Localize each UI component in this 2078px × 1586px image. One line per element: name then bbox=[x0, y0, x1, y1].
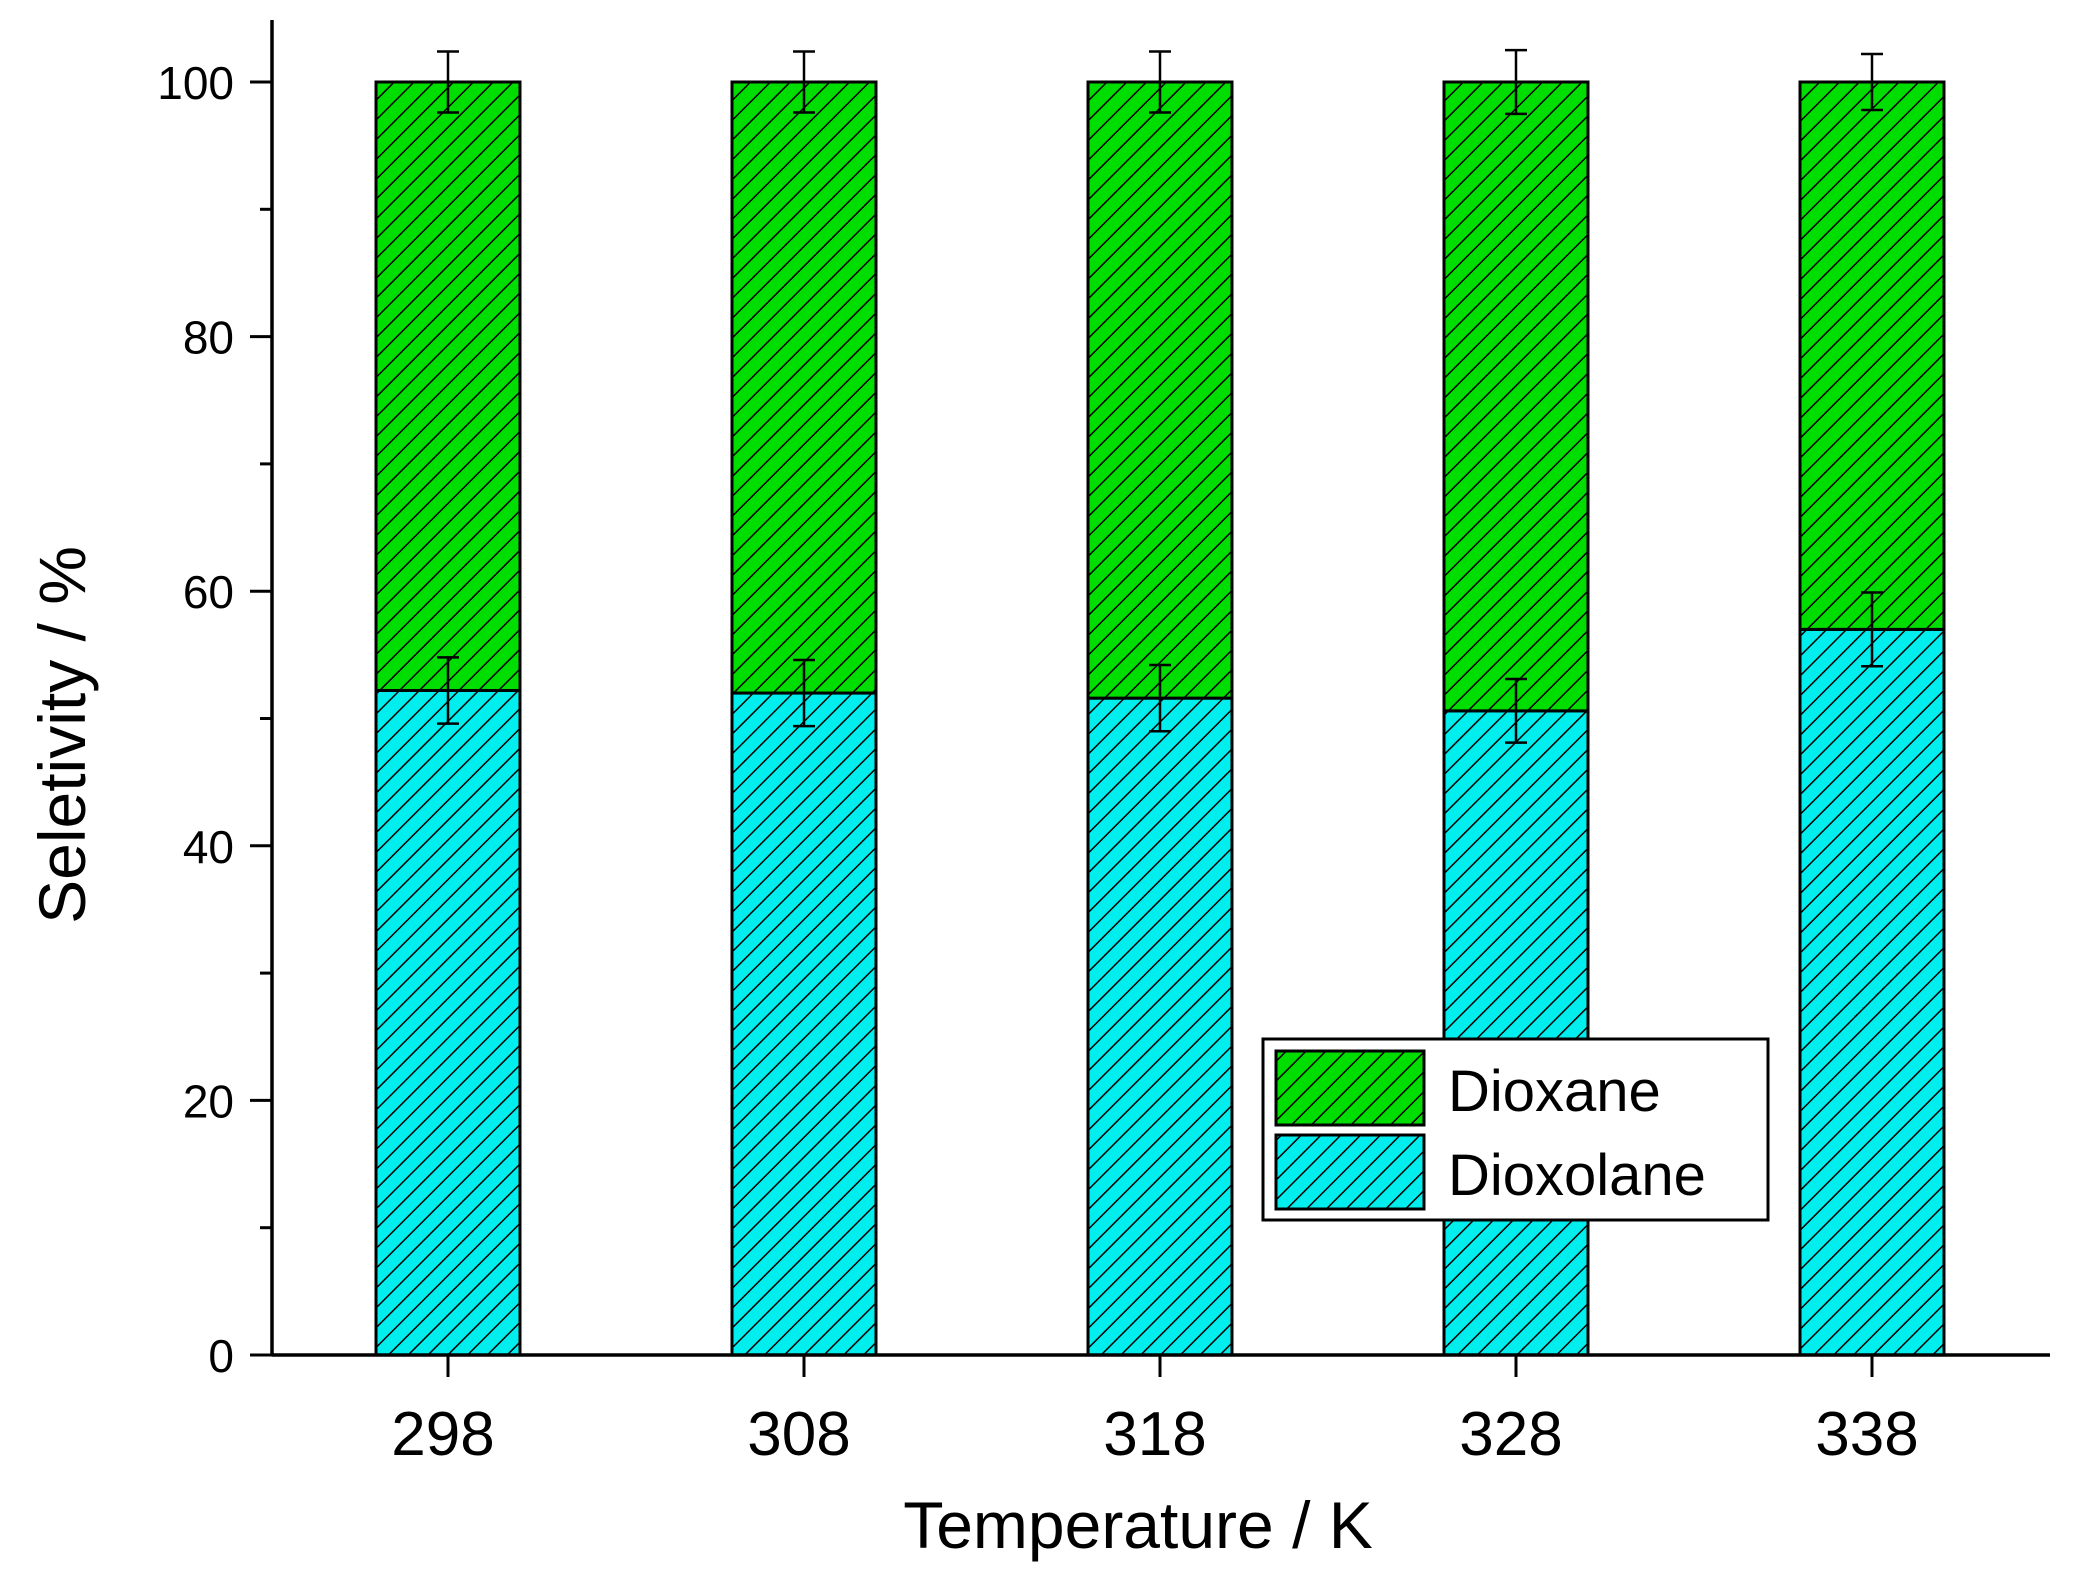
error-bars-layer bbox=[437, 48, 1883, 744]
error-bar-dioxolane-298 bbox=[437, 656, 459, 725]
error-bar-dioxane-298 bbox=[437, 50, 459, 114]
bar-dioxane-308 bbox=[730, 80, 878, 695]
bars-layer bbox=[374, 80, 1946, 1357]
y-tick-label-60: 60 bbox=[183, 566, 234, 618]
bar-dioxolane-338 bbox=[1798, 627, 1946, 1357]
y-tick-label-0: 0 bbox=[208, 1330, 234, 1382]
legend-swatch-dioxane bbox=[1274, 1049, 1426, 1127]
bar-dioxolane-298 bbox=[374, 688, 522, 1357]
legend-label-dioxolane: Dioxolane bbox=[1448, 1143, 1706, 1208]
bar-dioxane-338 bbox=[1798, 80, 1946, 631]
error-bar-dioxolane-318 bbox=[1149, 663, 1171, 733]
bar-dioxane-328 bbox=[1442, 80, 1590, 713]
y-tick-label-40: 40 bbox=[183, 821, 234, 873]
error-bar-dioxane-308 bbox=[793, 50, 815, 114]
axes-layer: 298 308 318 328 338 0 20 40 60 80 100 bbox=[157, 20, 2050, 1469]
bar-dioxolane-328 bbox=[1442, 709, 1590, 1357]
x-tick-label-318: 318 bbox=[1103, 1400, 1206, 1469]
error-bar-dioxane-338 bbox=[1861, 52, 1883, 112]
error-bar-dioxane-328 bbox=[1505, 48, 1527, 116]
x-tick-label-298: 298 bbox=[391, 1400, 494, 1469]
legend-swatch-dioxolane bbox=[1274, 1133, 1426, 1211]
y-tick-label-20: 20 bbox=[183, 1075, 234, 1127]
legend: Dioxane Dioxolane bbox=[1261, 1037, 1770, 1222]
legend-label-dioxane: Dioxane bbox=[1448, 1059, 1661, 1124]
x-tick-label-328: 328 bbox=[1459, 1400, 1562, 1469]
error-bar-dioxane-318 bbox=[1149, 50, 1171, 114]
bar-dioxolane-318 bbox=[1086, 696, 1234, 1357]
error-bar-dioxolane-338 bbox=[1861, 591, 1883, 668]
y-axis-label: Seletivity / % bbox=[25, 546, 99, 924]
error-bar-dioxolane-328 bbox=[1505, 677, 1527, 744]
x-tick-label-338: 338 bbox=[1815, 1400, 1918, 1469]
x-axis-label: Temperature / K bbox=[903, 1488, 1373, 1562]
y-tick-label-100: 100 bbox=[157, 57, 234, 109]
bar-dioxolane-308 bbox=[730, 691, 878, 1357]
x-tick-label-308: 308 bbox=[747, 1400, 850, 1469]
error-bar-dioxolane-308 bbox=[793, 658, 815, 728]
y-tick-label-80: 80 bbox=[183, 312, 234, 364]
bar-dioxane-298 bbox=[374, 80, 522, 692]
bar-dioxane-318 bbox=[1086, 80, 1234, 700]
